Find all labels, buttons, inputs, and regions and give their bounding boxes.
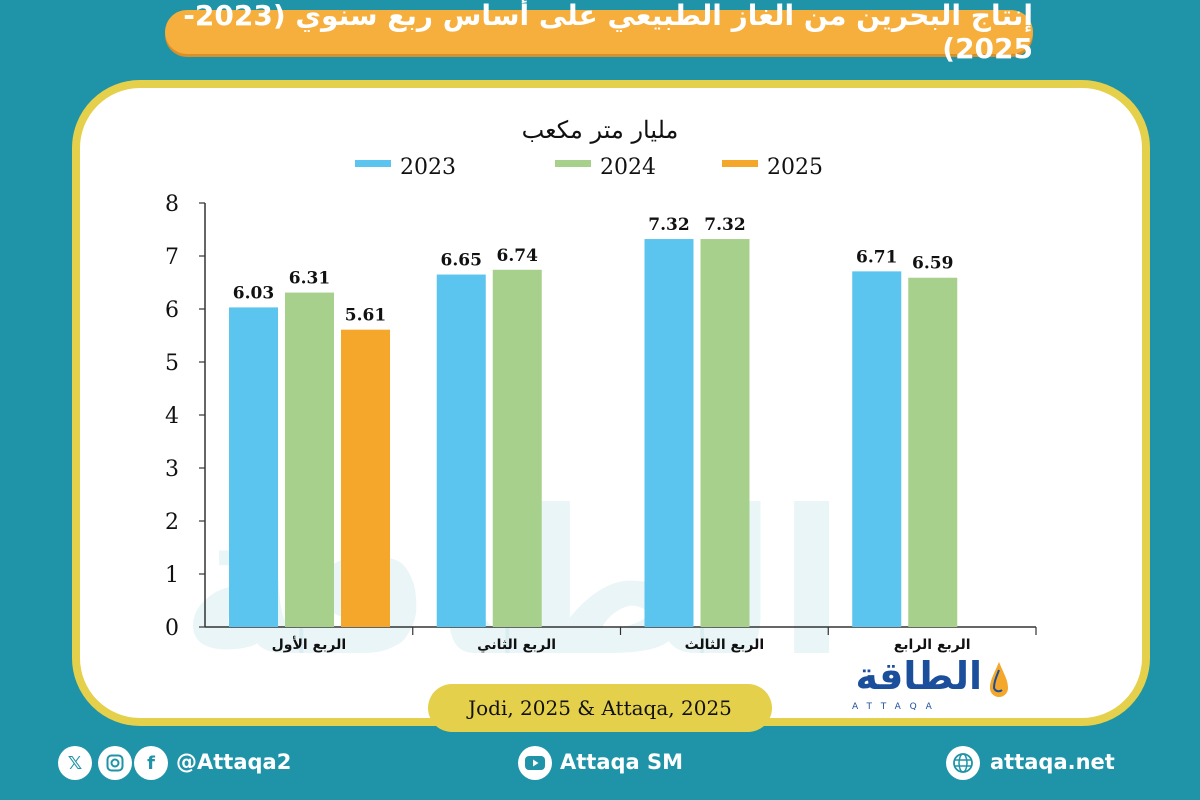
- bar-2024-q4: [908, 277, 958, 627]
- data-label-2023-q4: 6.71: [856, 247, 897, 267]
- legend-swatch-2025: [722, 160, 758, 167]
- attaqa-logo: الطاقة ATTAQA: [838, 654, 1018, 722]
- y-tick-label: 2: [165, 510, 179, 535]
- bar-2023-q2: [436, 274, 486, 627]
- data-label-2023-q2: 6.65: [441, 251, 482, 271]
- data-label-2023-q3: 7.32: [648, 215, 689, 235]
- y-tick-label: 3: [165, 457, 179, 482]
- x-tick-label: الربع الرابع: [894, 637, 971, 653]
- legend-label-2025: 2025: [767, 155, 823, 180]
- data-label-2024-q4: 6.59: [912, 254, 953, 274]
- chart-subtitle: مليار متر مكعب: [522, 116, 679, 144]
- data-label-2024-q1: 6.31: [289, 269, 330, 289]
- youtube-channel[interactable]: Attaqa SM: [560, 750, 684, 774]
- footer: 𝕏 f @Attaqa2 Attaqa SM attaqa.net: [0, 742, 1200, 788]
- bar-2024-q2: [492, 269, 542, 627]
- globe-icon[interactable]: [946, 746, 980, 780]
- y-tick-label: 6: [165, 298, 179, 323]
- data-label-2024-q3: 7.32: [704, 215, 745, 235]
- data-label-2023-q1: 6.03: [233, 283, 274, 303]
- youtube-icon[interactable]: [518, 746, 552, 780]
- social-handle[interactable]: @Attaqa2: [176, 750, 292, 774]
- x-tick-label: الربع الثاني: [477, 637, 556, 653]
- x-tick-label: الربع الأول: [272, 636, 347, 653]
- data-label-2024-q2: 6.74: [497, 246, 539, 266]
- legend-label-2023: 2023: [400, 155, 456, 180]
- source-label: Jodi, 2025 & Attaqa, 2025: [428, 684, 772, 732]
- y-tick-label: 1: [165, 563, 179, 588]
- x-icon[interactable]: 𝕏: [58, 746, 92, 780]
- drop-icon: [990, 662, 1008, 697]
- title-bar: إنتاج البحرين من الغاز الطبيعي على أساس …: [165, 0, 1033, 65]
- y-tick-label: 5: [165, 351, 179, 376]
- logo-arabic: الطاقة: [855, 654, 982, 698]
- y-tick-label: 0: [165, 616, 179, 641]
- y-tick-label: 8: [165, 192, 179, 217]
- legend-label-2024: 2024: [600, 155, 656, 180]
- website-link[interactable]: attaqa.net: [990, 750, 1115, 774]
- bar-2025-q1: [341, 329, 390, 627]
- legend-swatch-2023: [355, 160, 391, 167]
- x-tick-label: الربع الثالث: [685, 637, 765, 653]
- bar-2023-q1: [229, 307, 278, 627]
- y-tick-label: 7: [165, 245, 179, 270]
- bar-2024-q1: [285, 292, 334, 627]
- legend-swatch-2024: [555, 160, 591, 167]
- data-label-2025-q1: 5.61: [345, 306, 386, 326]
- chart-title: إنتاج البحرين من الغاز الطبيعي على أساس …: [183, 0, 1033, 65]
- bar-2023-q3: [644, 239, 694, 628]
- facebook-icon[interactable]: f: [134, 746, 168, 780]
- bar-2024-q3: [700, 239, 750, 628]
- instagram-icon[interactable]: [98, 746, 132, 780]
- y-tick-label: 4: [165, 404, 179, 429]
- logo-latin: ATTAQA: [852, 702, 941, 712]
- bar-2023-q4: [852, 271, 902, 627]
